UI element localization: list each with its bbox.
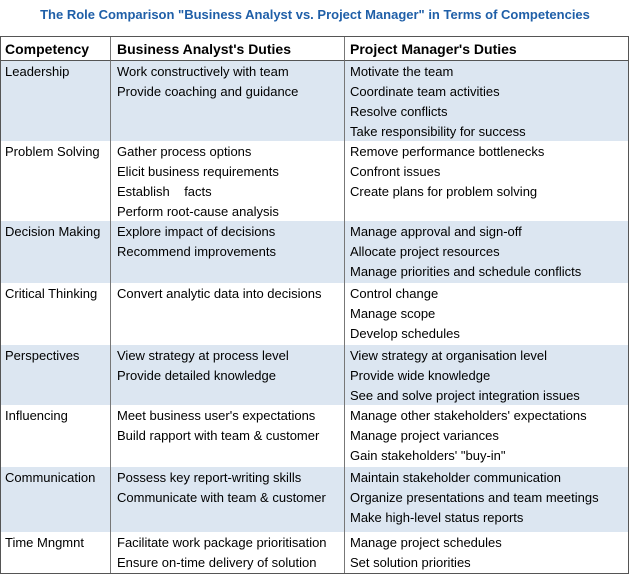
header-row: Competency Business Analyst's Duties Pro…	[1, 37, 628, 61]
competency: Time Mngmnt	[5, 535, 84, 550]
pm-duty: Manage project variances	[350, 428, 499, 443]
pm-duties-cell: View strategy at organisation level Provi…	[345, 345, 628, 405]
competency: Leadership	[5, 64, 70, 79]
table-row: Influencing Meet business user's expectat…	[1, 405, 628, 467]
pm-duty: Confront issues	[350, 164, 441, 179]
ba-duty: Explore impact of decisions	[117, 224, 276, 239]
ba-duty: Establish facts	[117, 184, 212, 199]
pm-duty: Resolve conflicts	[350, 104, 448, 119]
competency-cell: Perspectives	[1, 345, 111, 405]
comparison-table: Competency Business Analyst's Duties Pro…	[0, 36, 629, 574]
ba-duties-cell: Meet business user's expectations Build r…	[111, 405, 345, 467]
ba-duty: Facilitate work package prioritisation	[117, 535, 327, 550]
pm-duty: Remove performance bottlenecks	[350, 144, 545, 159]
competency-cell: Influencing	[1, 405, 111, 467]
pm-duty: Gain stakeholders' "buy-in"	[350, 448, 506, 463]
competency: Communication	[5, 470, 96, 485]
pm-duty: Coordinate team activities	[350, 84, 500, 99]
table-row: Communication Possess key report-writing …	[1, 467, 628, 532]
competency-cell: Critical Thinking	[1, 283, 111, 345]
competency: Problem Solving	[5, 144, 100, 159]
pm-duty: Take responsibility for success	[350, 124, 526, 139]
ba-duty: Build rapport with team & customer	[117, 428, 320, 443]
header-cell: Project Manager's Duties	[345, 37, 628, 61]
table-row: Perspectives View strategy at process lev…	[1, 345, 628, 405]
title: The Role Comparison "Business Analyst vs…	[40, 7, 590, 22]
pm-duties-cell: Maintain stakeholder communication Organi…	[345, 467, 628, 532]
table-row: Problem Solving Gather process options Eli…	[1, 141, 628, 221]
pm-duty: View strategy at organisation level	[350, 348, 548, 363]
ba-duties-cell: Convert analytic data into decisions	[111, 283, 345, 345]
pm-duties-cell: Manage other stakeholders' expectations M…	[345, 405, 628, 467]
competency-cell: Time Mngmnt	[1, 532, 111, 573]
ba-duty: Meet business user's expectations	[117, 408, 316, 423]
ba-duty: Possess key report-writing skills	[117, 470, 302, 485]
competency-cell: Problem Solving	[1, 141, 111, 221]
ba-duty: Recommend improvements	[117, 244, 276, 259]
pm-duty: Set solution priorities	[350, 555, 471, 570]
ba-duty: Communicate with team & customer	[117, 490, 326, 505]
pm-duties-cell: Manage project schedules Set solution pri…	[345, 532, 628, 573]
pm-duty: Motivate the team	[350, 64, 454, 79]
pm-duties-cell: Control change Manage scope Develop schedu…	[345, 283, 628, 345]
header-cell: Competency	[1, 37, 111, 61]
pm-duty: Allocate project resources	[350, 244, 500, 259]
ba-duty: Provide coaching and guidance	[117, 84, 299, 99]
pm-duties-cell: Manage approval and sign-off Allocate pro…	[345, 221, 628, 283]
pm-duties-cell: Remove performance bottlenecks Confront i…	[345, 141, 628, 221]
ba-duty: Convert analytic data into decisions	[117, 286, 322, 301]
pm-duty: Provide wide knowledge	[350, 368, 491, 383]
ba-duty: Provide detailed knowledge	[117, 368, 276, 383]
pm-duty: Organize presentations and team meetings	[350, 490, 599, 505]
pm-duty: Create plans for problem solving	[350, 184, 538, 199]
ba-duty: View strategy at process level	[117, 348, 289, 363]
ba-duties-cell: Explore impact of decisions Recommend imp…	[111, 221, 345, 283]
header-cell: Business Analyst's Duties	[111, 37, 345, 61]
ba-duties-cell: Gather process options Elicit business re…	[111, 141, 345, 221]
pm-duty: Control change	[350, 286, 439, 301]
table-row: Leadership Work constructively with team P…	[1, 61, 628, 141]
pm-duty: Manage priorities and schedule conflicts	[350, 264, 582, 279]
pm-duty: Develop schedules	[350, 326, 460, 341]
ba-duty: Ensure on-time delivery of solution	[117, 555, 317, 570]
pm-duty: Manage other stakeholders' expectations	[350, 408, 587, 423]
competency: Critical Thinking	[5, 286, 98, 301]
competency: Decision Making	[5, 224, 101, 239]
table-row: Decision Making Explore impact of decisio…	[1, 221, 628, 283]
ba-duties-cell: View strategy at process level Provide de…	[111, 345, 345, 405]
competency: Influencing	[5, 408, 68, 423]
pm-duty: Manage project schedules	[350, 535, 502, 550]
pm-duty: Maintain stakeholder communication	[350, 470, 561, 485]
ba-duties-cell: Work constructively with team Provide coa…	[111, 61, 345, 141]
competency-cell: Communication	[1, 467, 111, 532]
competency: Perspectives	[5, 348, 80, 363]
competency-cell: Leadership	[1, 61, 111, 141]
pm-duty: Manage scope	[350, 306, 436, 321]
table-row: Time Mngmnt Facilitate work package prior…	[1, 532, 628, 573]
ba-duty: Work constructively with team	[117, 64, 289, 79]
pm-duty: See and solve project integration issues	[350, 388, 580, 403]
pm-duty: Make high-level status reports	[350, 510, 524, 525]
ba-duty: Gather process options	[117, 144, 252, 159]
competency-cell: Decision Making	[1, 221, 111, 283]
ba-duty: Perform root-cause analysis	[117, 204, 279, 219]
ba-duty: Elicit business requirements	[117, 164, 279, 179]
ba-duties-cell: Possess key report-writing skills Communi…	[111, 467, 345, 532]
pm-duties-cell: Motivate the team Coordinate team activit…	[345, 61, 628, 141]
ba-duties-cell: Facilitate work package prioritisation En…	[111, 532, 345, 573]
pm-duty: Manage approval and sign-off	[350, 224, 522, 239]
table-row: Critical Thinking Convert analytic data i…	[1, 283, 628, 345]
